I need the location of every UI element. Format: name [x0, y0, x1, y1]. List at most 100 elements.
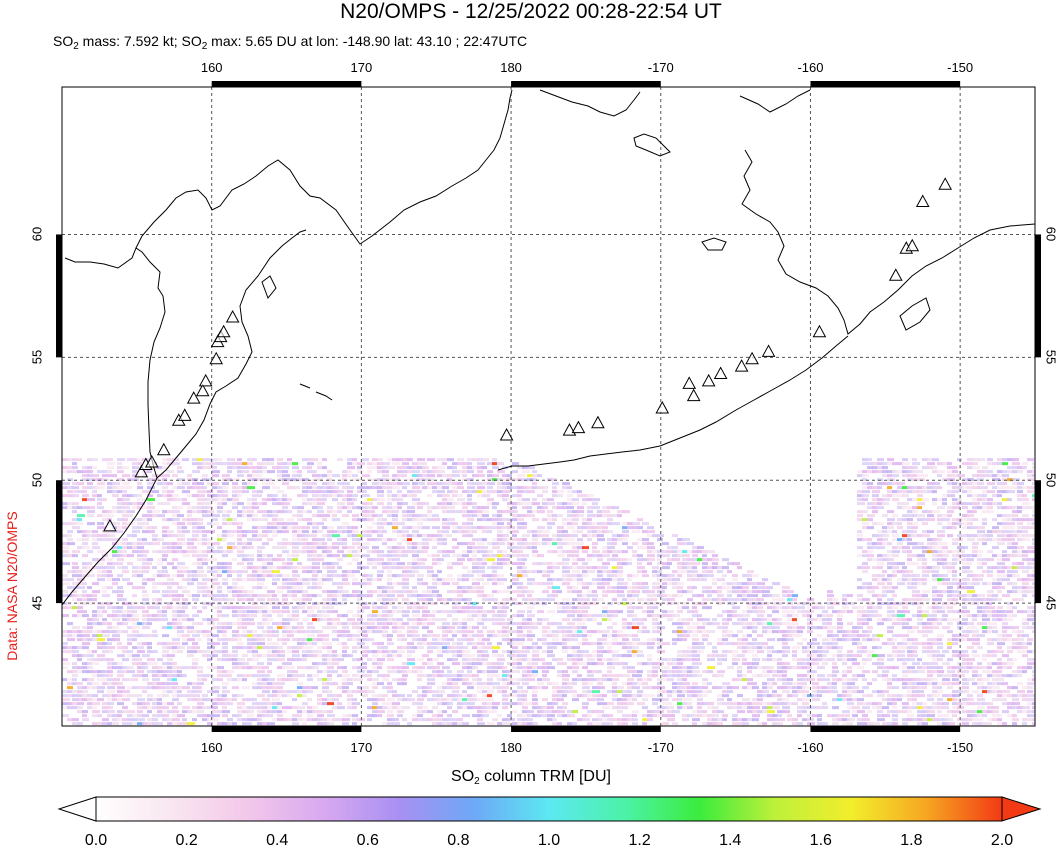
so2-pixel [727, 586, 735, 590]
so2-pixel [412, 586, 417, 590]
so2-pixel [907, 598, 913, 602]
so2-pixel [187, 574, 195, 578]
so2-pixel [897, 618, 902, 622]
so2-pixel [407, 618, 414, 622]
so2-pixel [292, 594, 297, 598]
so2-pixel [1032, 470, 1035, 474]
so2-pixel [617, 550, 624, 554]
so2-pixel [437, 610, 442, 614]
so2-pixel [942, 582, 948, 586]
so2-pixel [487, 474, 494, 478]
so2-pixel [252, 594, 258, 598]
so2-pixel [987, 474, 993, 478]
so2-pixel [492, 466, 499, 470]
so2-pixel [292, 466, 299, 470]
so2-pixel [642, 542, 649, 546]
so2-pixel [152, 510, 160, 514]
so2-pixel [592, 498, 600, 502]
so2-pixel [317, 558, 324, 562]
so2-pixel [397, 534, 405, 538]
so2-pixel [587, 630, 594, 634]
so2-pixel [912, 470, 918, 474]
so2-pixel [867, 582, 872, 586]
so2-pixel [572, 638, 578, 642]
so2-pixel [302, 482, 309, 486]
so2-pixel [277, 614, 283, 618]
so2-pixel [302, 486, 308, 490]
so2-pixel [527, 570, 534, 574]
so2-pixel [832, 646, 839, 650]
so2-pixel [572, 574, 580, 578]
so2-pixel [112, 530, 120, 534]
so2-pixel [257, 478, 264, 482]
so2-pixel [307, 566, 314, 570]
so2-pixel [697, 550, 702, 554]
so2-pixel [127, 494, 134, 498]
so2-pixel [192, 630, 200, 634]
so2-pixel [982, 626, 988, 630]
so2-pixel [472, 562, 478, 566]
so2-pixel [577, 494, 583, 498]
so2-pixel [157, 558, 163, 562]
so2-pixel [887, 630, 893, 634]
so2-pixel [1012, 582, 1017, 586]
so2-pixel [657, 574, 662, 578]
so2-pixel [147, 578, 155, 582]
so2-pixel [437, 642, 442, 646]
so2-pixel [1017, 486, 1023, 490]
so2-pixel [217, 614, 223, 618]
so2-pixel [947, 566, 955, 570]
so2-pixel [612, 574, 617, 578]
so2-pixel [122, 618, 130, 622]
so2-pixel [922, 498, 929, 502]
so2-pixel [412, 618, 420, 622]
so2-pixel [397, 594, 404, 598]
so2-pixel [617, 602, 622, 606]
so2-pixel [282, 542, 290, 546]
so2-pixel [442, 506, 447, 510]
so2-pixel [192, 650, 197, 654]
so2-pixel [327, 534, 333, 538]
so2-pixel [562, 598, 570, 602]
so2-pixel [222, 638, 230, 642]
so2-pixel [997, 514, 1002, 518]
so2-pixel [912, 614, 918, 618]
so2-pixel [387, 634, 393, 638]
so2-pixel [487, 486, 493, 490]
so2-pixel [912, 490, 919, 494]
so2-pixel [412, 570, 419, 574]
so2-pixel [877, 606, 882, 610]
so2-pixel [477, 470, 483, 474]
so2-pixel [142, 598, 149, 602]
so2-pixel [502, 562, 510, 566]
so2-pixel [937, 610, 945, 614]
so2-pixel [372, 550, 379, 554]
so2-pixel [932, 578, 939, 582]
so2-pixel [572, 626, 580, 630]
so2-pixel [922, 594, 928, 598]
so2-pixel [662, 614, 667, 618]
so2-pixel [632, 618, 638, 622]
so2-pixel [867, 542, 875, 546]
so2-pixel [582, 586, 589, 590]
so2-pixel [242, 514, 247, 518]
so2-pixel [932, 574, 939, 578]
so2-pixel [212, 650, 217, 654]
so2-pixel [327, 478, 332, 482]
so2-pixel [252, 650, 258, 654]
so2-pixel [297, 582, 303, 586]
so2-pixel [862, 618, 870, 622]
so2-pixel [307, 546, 313, 550]
so2-pixel [502, 510, 510, 514]
so2-pixel [587, 530, 593, 534]
so2-pixel [327, 546, 332, 550]
so2-pixel [787, 610, 795, 614]
so2-pixel [992, 486, 997, 490]
so2-pixel [337, 582, 343, 586]
so2-pixel [112, 610, 118, 614]
so2-pixel [232, 610, 238, 614]
so2-pixel [402, 566, 409, 570]
so2-pixel [232, 590, 237, 594]
so2-pixel [777, 630, 785, 634]
so2-pixel [1002, 614, 1007, 618]
